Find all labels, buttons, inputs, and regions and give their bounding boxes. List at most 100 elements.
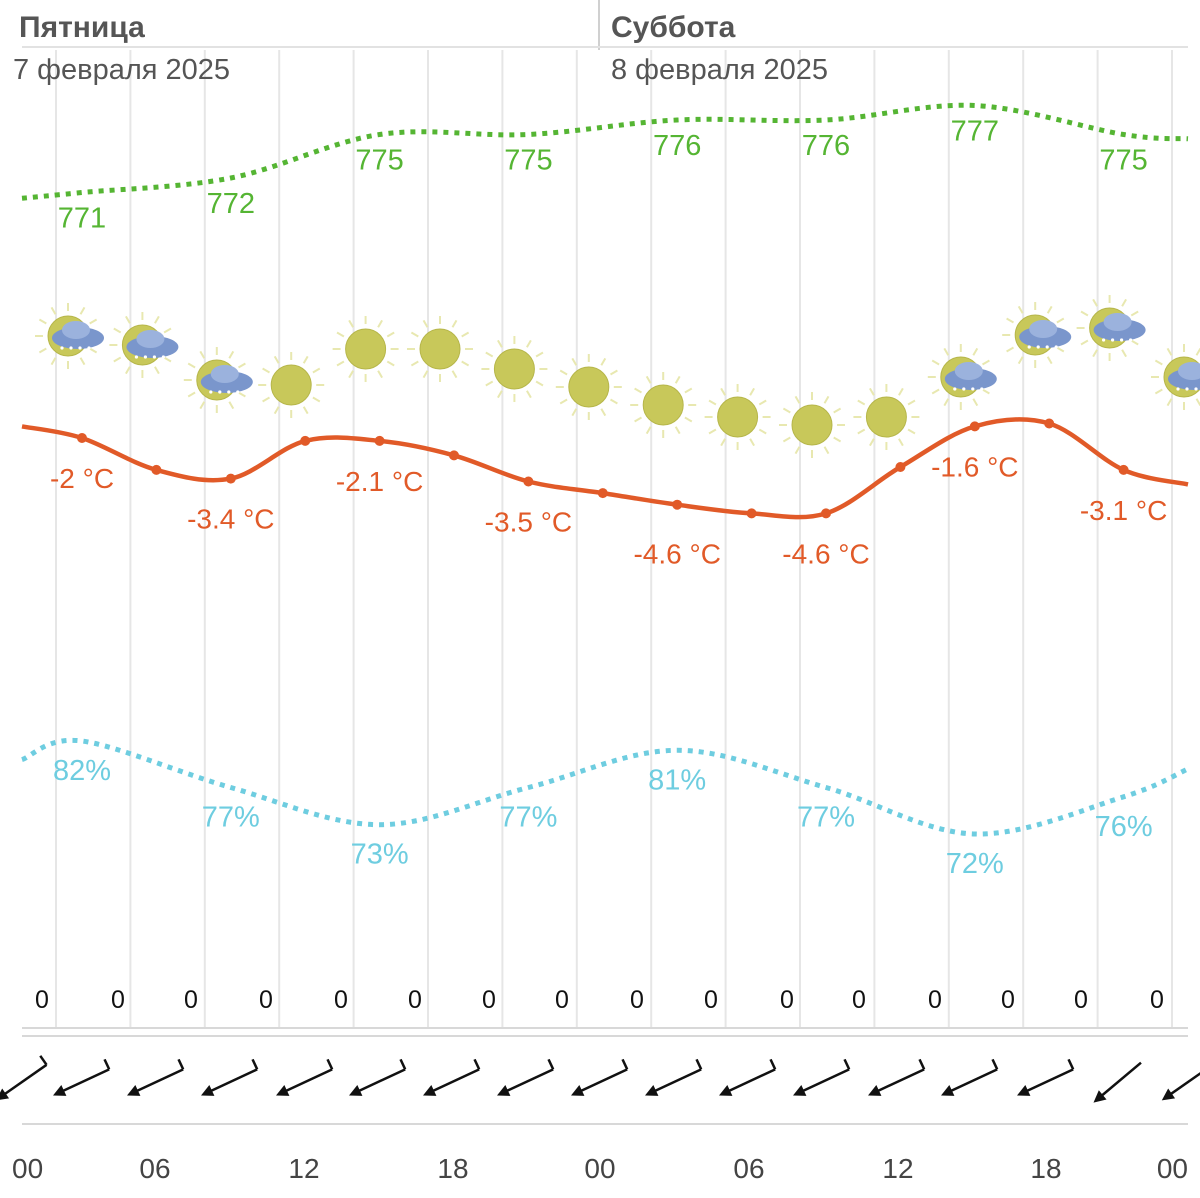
sun-ray <box>794 395 801 404</box>
wind-arrow-icon <box>348 1058 407 1096</box>
snowflake <box>152 355 156 359</box>
wind-arrow-icon <box>570 1058 629 1096</box>
temperature-point <box>597 488 608 499</box>
day-date-saturday: 8 февраля 2025 <box>611 54 828 86</box>
wind-feather <box>918 1058 926 1070</box>
humidity-label: 81% <box>648 764 706 796</box>
wind-arrow-icon <box>422 1058 481 1096</box>
sun-ray <box>943 347 950 356</box>
precipitation-value: 0 <box>111 986 125 1014</box>
wind-head <box>792 1085 807 1096</box>
precipitation-value: 0 <box>630 986 644 1014</box>
precipitation-value: 0 <box>555 986 569 1014</box>
sun-ray <box>336 331 345 338</box>
wind-shaft <box>1020 1068 1074 1095</box>
sun-ray <box>312 367 321 374</box>
sun-ray <box>228 350 235 359</box>
day-title-saturday: Суббота <box>611 11 736 44</box>
pressure-label: 772 <box>207 188 255 220</box>
sun-ray <box>823 446 830 455</box>
sun-ray <box>187 362 196 369</box>
wind-feather <box>473 1058 481 1070</box>
sun-ray <box>79 306 86 315</box>
sun-ray <box>720 387 726 396</box>
sun-ray <box>981 388 990 395</box>
sun-ray <box>981 359 990 366</box>
humidity-label: 77% <box>797 802 855 834</box>
sun-ray <box>1154 388 1163 395</box>
snowflake <box>1120 338 1124 342</box>
wind-barb <box>0 1055 48 1101</box>
sun-icon <box>853 384 920 450</box>
temperature-point <box>1044 418 1055 429</box>
cloud-top <box>1029 320 1058 338</box>
sun-disc <box>493 348 535 390</box>
sun-ray <box>600 357 607 366</box>
sun-icon <box>332 316 399 382</box>
sun-ray <box>461 331 470 338</box>
wind-shaft <box>130 1068 184 1095</box>
wind-head <box>200 1085 215 1096</box>
sun-ray <box>749 387 755 396</box>
sun-ray <box>113 327 122 334</box>
weather-icons <box>35 295 1200 458</box>
sun-ray <box>273 355 280 364</box>
sun-ray <box>526 339 532 348</box>
sun-ray <box>907 399 916 406</box>
sun-ray <box>163 356 172 363</box>
sun-icon <box>704 384 771 450</box>
sun-ray <box>89 347 98 354</box>
temperature-point <box>77 433 87 443</box>
sun-ray <box>228 401 235 410</box>
sun-ray <box>154 315 160 324</box>
precipitation-value: 0 <box>35 986 49 1014</box>
precipitation-value: 0 <box>852 986 866 1014</box>
pressure-label: 775 <box>1099 145 1147 177</box>
sun-ray <box>451 370 458 379</box>
sun-ray <box>199 401 206 410</box>
wind-barb <box>1093 1061 1142 1103</box>
sun-ray <box>869 387 875 396</box>
wind-shaft <box>944 1068 998 1095</box>
sun-ray <box>125 366 131 375</box>
sun-ray <box>302 355 309 364</box>
wind-shaft <box>796 1068 850 1095</box>
precipitation-value: 0 <box>704 986 718 1014</box>
sun-ray <box>38 347 47 354</box>
sun-ray <box>571 408 578 417</box>
precipitation-value: 0 <box>334 986 348 1014</box>
precipitation-value: 0 <box>1001 986 1015 1014</box>
snowflake <box>1054 345 1058 349</box>
wind-feather <box>991 1058 999 1070</box>
wind-arrow-icon <box>792 1058 851 1096</box>
snowflake <box>134 355 138 359</box>
sun-ray <box>857 428 866 435</box>
sun-ray <box>348 319 354 328</box>
snowflake <box>143 355 147 359</box>
snowflake <box>87 346 91 350</box>
temperature-series: -2 °C -3.4 °C -2.1 °C -3.5 °C -4.6 °C -4.6 °C… <box>21 417 1189 569</box>
cloud-top <box>954 362 983 380</box>
precipitation-value: 0 <box>780 986 794 1014</box>
sun-ray <box>1195 398 1200 407</box>
wind-head <box>52 1085 67 1096</box>
sun-ray <box>708 428 717 435</box>
sun-ray <box>1092 298 1098 307</box>
pressure-label: 776 <box>802 130 850 162</box>
wind-arrow-icon <box>0 1055 48 1101</box>
wind-feather <box>103 1058 111 1070</box>
temperature-label: -1.6 °C <box>931 451 1018 482</box>
pressure-label: 775 <box>504 145 552 177</box>
sun-ray <box>559 398 568 405</box>
wind-arrow-icon <box>1016 1058 1075 1096</box>
grid-lines <box>55 50 1173 1028</box>
wind-head <box>0 1088 10 1101</box>
time-axis-label: 00 <box>12 1153 43 1184</box>
sun-ray <box>609 398 618 405</box>
precipitation-value: 0 <box>184 986 198 1014</box>
sun-ray <box>931 359 940 366</box>
sun-ray <box>312 396 321 403</box>
wind-head <box>644 1085 659 1096</box>
temperature-label: -4.6 °C <box>782 538 869 569</box>
wind-barb <box>496 1058 555 1096</box>
